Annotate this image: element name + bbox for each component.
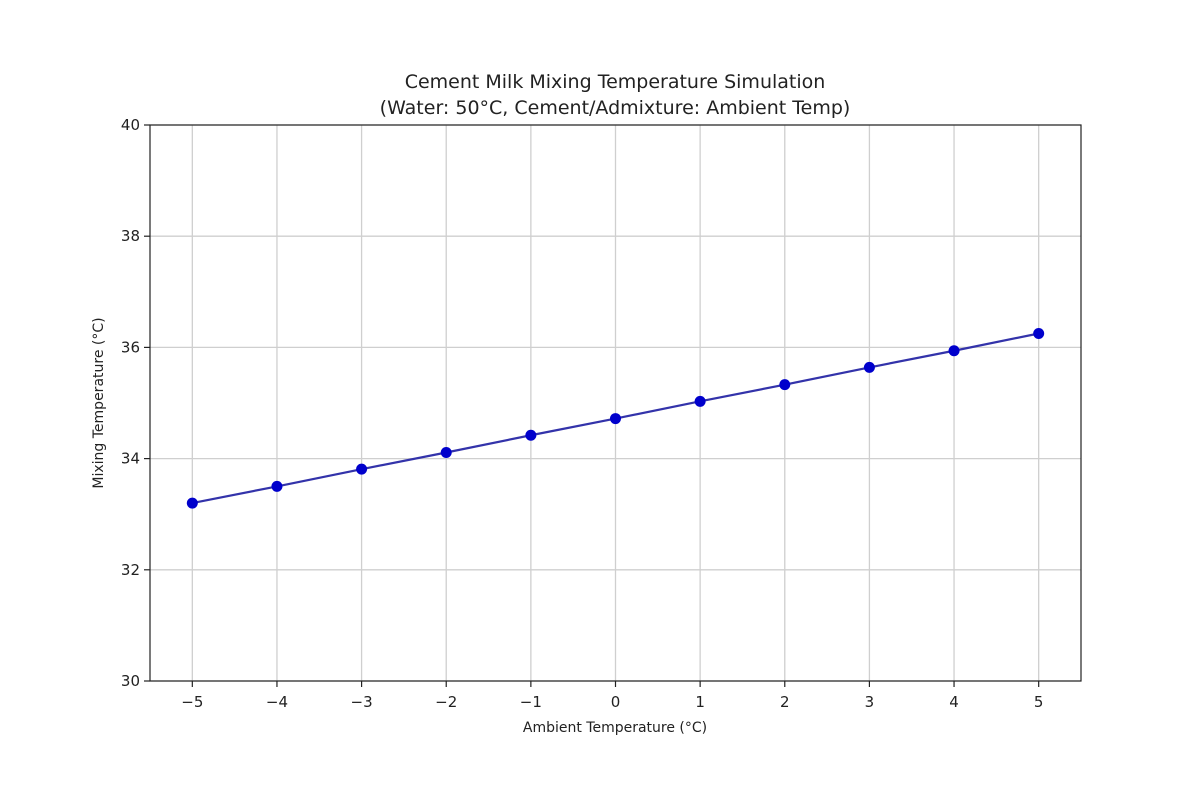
chart-title-line-2: (Water: 50°C, Cement/Admixture: Ambient … — [380, 97, 851, 119]
data-point — [1033, 328, 1045, 339]
data-point — [694, 395, 706, 407]
x-axis-label: Ambient Temperature (°C) — [523, 720, 707, 736]
data-point — [271, 480, 283, 492]
y-axis-ticks: 30 32 34 36 38 40 — [121, 116, 150, 690]
y-tick-label: 32 — [121, 561, 140, 579]
y-tick-label: 30 — [121, 672, 140, 690]
data-point — [948, 345, 960, 357]
x-tick-label: −2 — [435, 693, 457, 711]
x-tick-label: −3 — [351, 693, 373, 711]
data-point — [779, 379, 791, 391]
x-tick-label: 3 — [865, 693, 875, 711]
data-point — [356, 463, 368, 475]
x-tick-label: 4 — [949, 693, 959, 711]
x-axis-ticks: −5 −4 −3 −2 −1 0 1 2 3 4 5 — [181, 681, 1043, 711]
y-tick-label: 36 — [121, 338, 140, 356]
x-tick-label: 5 — [1034, 693, 1044, 711]
grid — [150, 124, 1081, 682]
y-tick-label: 40 — [121, 116, 140, 134]
data-point — [186, 497, 198, 509]
series-layer — [186, 328, 1045, 509]
x-tick-label: −4 — [266, 693, 288, 711]
y-tick-label: 38 — [121, 227, 140, 245]
x-tick-label: −1 — [520, 693, 542, 711]
y-tick-label: 34 — [121, 450, 140, 468]
data-point — [525, 429, 537, 441]
y-axis-label: Mixing Temperature (°C) — [91, 317, 107, 488]
data-point — [863, 361, 875, 373]
x-tick-label: 2 — [780, 693, 790, 711]
data-point — [610, 413, 621, 425]
x-tick-label: 0 — [611, 693, 621, 711]
x-tick-label: 1 — [695, 693, 705, 711]
x-tick-label: −5 — [181, 693, 203, 711]
data-point — [440, 446, 452, 458]
chart-title-line-1: Cement Milk Mixing Temperature Simulatio… — [405, 71, 826, 93]
